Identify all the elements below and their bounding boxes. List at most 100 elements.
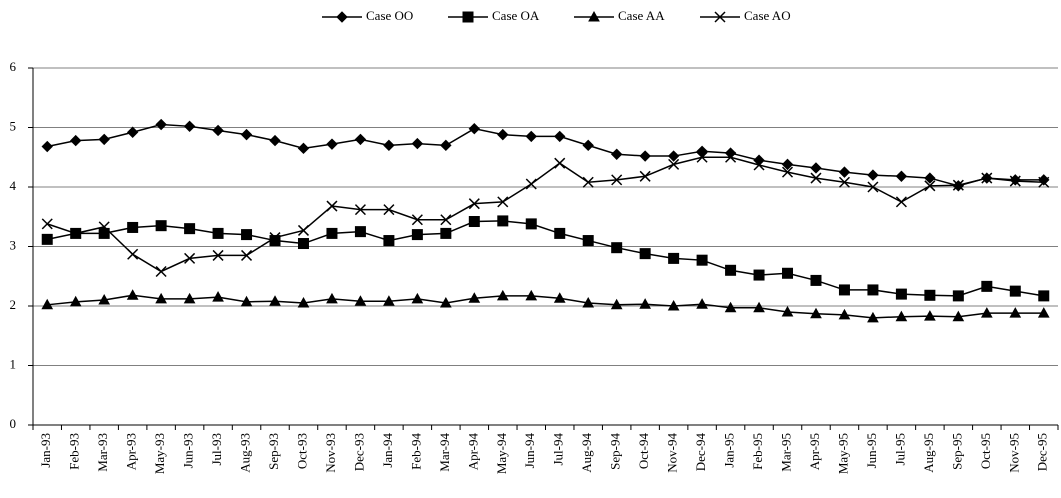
x-tick-label: Nov-93 bbox=[323, 433, 338, 473]
marker bbox=[240, 295, 253, 307]
x-tick-label: May-93 bbox=[152, 433, 167, 474]
x-tick-label: Jun-93 bbox=[181, 433, 196, 468]
marker bbox=[440, 227, 452, 239]
marker bbox=[269, 134, 281, 147]
series-line bbox=[46, 156, 1044, 273]
marker bbox=[924, 289, 936, 301]
x-tick-label: Mar-93 bbox=[95, 433, 110, 472]
legend-label: Case OO bbox=[366, 8, 413, 23]
marker bbox=[183, 292, 196, 304]
marker bbox=[810, 274, 822, 286]
x-tick-label: Oct-95 bbox=[978, 433, 993, 469]
x-tick-label: Apr-94 bbox=[465, 433, 480, 471]
marker bbox=[867, 284, 879, 296]
marker bbox=[155, 265, 167, 278]
x-tick-label: Jun-94 bbox=[522, 433, 537, 469]
legend-item: Case AO bbox=[700, 8, 791, 23]
marker bbox=[212, 291, 224, 302]
marker bbox=[867, 311, 879, 323]
marker bbox=[753, 301, 765, 313]
marker bbox=[126, 289, 139, 300]
x-tick-label: Dec-95 bbox=[1035, 433, 1050, 471]
marker bbox=[553, 292, 566, 303]
x-tick-label: Aug-94 bbox=[579, 433, 594, 473]
x-tick-label: Mar-95 bbox=[778, 433, 793, 472]
marker bbox=[184, 252, 196, 264]
marker bbox=[952, 290, 964, 302]
marker bbox=[696, 298, 708, 309]
marker bbox=[411, 292, 424, 304]
marker bbox=[411, 214, 423, 226]
marker bbox=[924, 180, 936, 192]
marker bbox=[981, 172, 993, 184]
marker bbox=[212, 227, 224, 239]
x-tick-label: Dec-94 bbox=[693, 433, 708, 472]
marker bbox=[696, 151, 708, 163]
marker bbox=[867, 169, 879, 181]
marker bbox=[810, 307, 822, 319]
marker bbox=[326, 292, 338, 304]
marker bbox=[183, 120, 196, 133]
marker bbox=[126, 126, 139, 138]
legend-label: Case OA bbox=[492, 8, 540, 23]
marker bbox=[269, 295, 281, 306]
marker bbox=[69, 295, 82, 307]
y-tick-label: 1 bbox=[10, 356, 17, 371]
marker bbox=[554, 227, 566, 239]
marker bbox=[525, 178, 537, 190]
marker bbox=[1009, 307, 1022, 318]
marker bbox=[1038, 290, 1050, 302]
marker bbox=[639, 298, 652, 309]
legend-label: Case AA bbox=[618, 8, 665, 23]
x-tick-label: Jul-94 bbox=[551, 433, 566, 466]
x-tick-label: May-94 bbox=[494, 433, 509, 475]
x-tick-label: Jan-93 bbox=[38, 433, 53, 468]
marker bbox=[838, 308, 851, 320]
marker bbox=[895, 310, 908, 322]
marker bbox=[725, 151, 737, 163]
marker bbox=[810, 162, 822, 174]
x-tick-label: Aug-93 bbox=[238, 433, 253, 473]
marker bbox=[98, 294, 111, 305]
x-tick-label: Apr-95 bbox=[807, 433, 822, 470]
marker bbox=[838, 284, 850, 296]
marker bbox=[41, 218, 53, 230]
y-tick-label: 4 bbox=[10, 178, 17, 193]
marker bbox=[127, 221, 139, 233]
marker bbox=[554, 157, 566, 169]
legend-item: Case OA bbox=[448, 8, 540, 23]
marker bbox=[98, 133, 110, 146]
marker bbox=[667, 150, 680, 162]
marker bbox=[554, 130, 566, 143]
marker bbox=[297, 296, 310, 308]
marker bbox=[1009, 285, 1021, 297]
x-tick-label: Dec-93 bbox=[351, 433, 366, 471]
marker bbox=[212, 124, 224, 137]
y-tick-label: 0 bbox=[10, 416, 17, 431]
legend-item: Case OO bbox=[322, 8, 413, 23]
marker bbox=[781, 166, 794, 178]
marker bbox=[468, 216, 480, 228]
x-tick-label: Nov-95 bbox=[1006, 433, 1021, 473]
marker bbox=[724, 301, 737, 313]
marker bbox=[582, 176, 594, 188]
marker bbox=[411, 229, 423, 241]
x-tick-label: Jul-93 bbox=[209, 433, 224, 466]
marker bbox=[1037, 307, 1050, 318]
marker bbox=[241, 249, 253, 261]
marker bbox=[725, 264, 737, 276]
marker bbox=[696, 254, 708, 266]
marker bbox=[588, 10, 600, 22]
marker bbox=[354, 204, 366, 216]
marker bbox=[639, 150, 651, 162]
marker bbox=[895, 196, 907, 208]
marker bbox=[439, 296, 452, 308]
marker bbox=[354, 226, 366, 238]
marker bbox=[184, 223, 196, 235]
marker bbox=[297, 224, 310, 236]
marker bbox=[1038, 174, 1050, 186]
marker bbox=[297, 238, 309, 250]
marker bbox=[667, 299, 680, 311]
marker bbox=[582, 235, 594, 247]
y-tick-label: 5 bbox=[10, 118, 17, 133]
